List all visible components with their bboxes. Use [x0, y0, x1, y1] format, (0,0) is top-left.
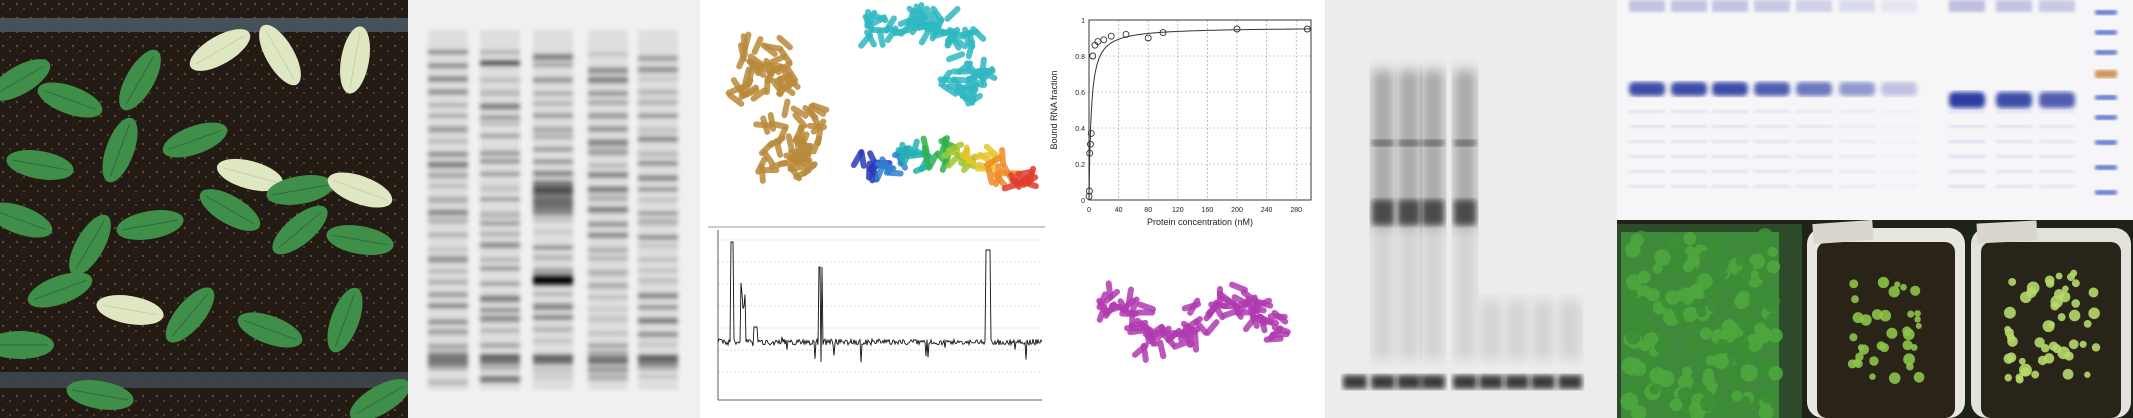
- x-tick-label: 200: [1231, 207, 1243, 214]
- data-point: [1144, 34, 1152, 42]
- data-point: [1085, 192, 1093, 200]
- emsa-gel-image: [1325, 0, 1617, 418]
- coomassie-gel-image: [1617, 0, 2133, 220]
- x-tick-label: 40: [1115, 207, 1123, 214]
- x-tick-label: 240: [1261, 207, 1273, 214]
- x-tick-label: 0: [1087, 207, 1091, 214]
- autoradiograph-gel: [408, 0, 700, 418]
- seedling-tray-photo: [0, 0, 408, 418]
- pot-photo-image: [1617, 220, 2133, 418]
- data-point: [1089, 52, 1097, 60]
- coomassie-gel: [1617, 0, 2133, 220]
- emsa-gel: [1325, 0, 1617, 418]
- plot-frame: [1088, 19, 1312, 201]
- binding-curve-panel: 0 40 80 120 160 200 240 280 0 0.2 0.4 0.6 0.8 1 Boun…: [1045, 0, 1325, 418]
- data-point: [1107, 32, 1115, 40]
- seedling-tray-image: [0, 0, 408, 418]
- arabidopsis-pot-photo: [1617, 220, 2133, 418]
- x-tick-label: 160: [1202, 207, 1214, 214]
- data-point: [1085, 187, 1093, 195]
- x-axis-label: Protein concentration (nM): [1147, 217, 1253, 227]
- current-trace-plot: [708, 226, 1045, 401]
- y-tick-label: 0.2: [1075, 162, 1085, 169]
- data-point: [1100, 36, 1108, 44]
- y-tick-label: 0: [1081, 198, 1085, 205]
- y-axis-label: Bound RNA fraction: [1049, 70, 1059, 149]
- protein-structure-magenta: [1096, 280, 1291, 363]
- protein-structure-rainbow: [850, 135, 1039, 192]
- y-tick-label: 0.8: [1075, 54, 1085, 61]
- autoradiograph-gel-image: [408, 0, 700, 418]
- data-point: [1122, 30, 1130, 38]
- protein-ribbon-structures: [725, 2, 1039, 192]
- x-tick-label: 80: [1144, 207, 1152, 214]
- protein-structure-tan: [725, 31, 830, 184]
- binding-curve-chart: 0 40 80 120 160 200 240 280 0 0.2 0.4 0.6 0.8 1 Boun…: [1049, 18, 1312, 363]
- data-point: [1087, 140, 1094, 148]
- protein-ladder: [2095, 10, 2117, 195]
- x-tick-label: 120: [1172, 207, 1184, 214]
- protein-structure-cyan: [858, 2, 998, 107]
- data-point: [1159, 29, 1167, 37]
- data-point: [1086, 149, 1094, 157]
- fit-curve: [1088, 28, 1311, 201]
- electrophysiology-trace: [700, 222, 1045, 418]
- protein-structures-panel: [700, 0, 1045, 222]
- x-tick-label: 280: [1290, 207, 1302, 214]
- data-point: [1303, 25, 1311, 33]
- y-tick-label: 1: [1081, 18, 1085, 25]
- data-point: [1233, 25, 1241, 33]
- y-tick-label: 0.6: [1075, 90, 1085, 97]
- y-tick-label: 0.4: [1075, 126, 1085, 133]
- data-point: [1087, 129, 1095, 137]
